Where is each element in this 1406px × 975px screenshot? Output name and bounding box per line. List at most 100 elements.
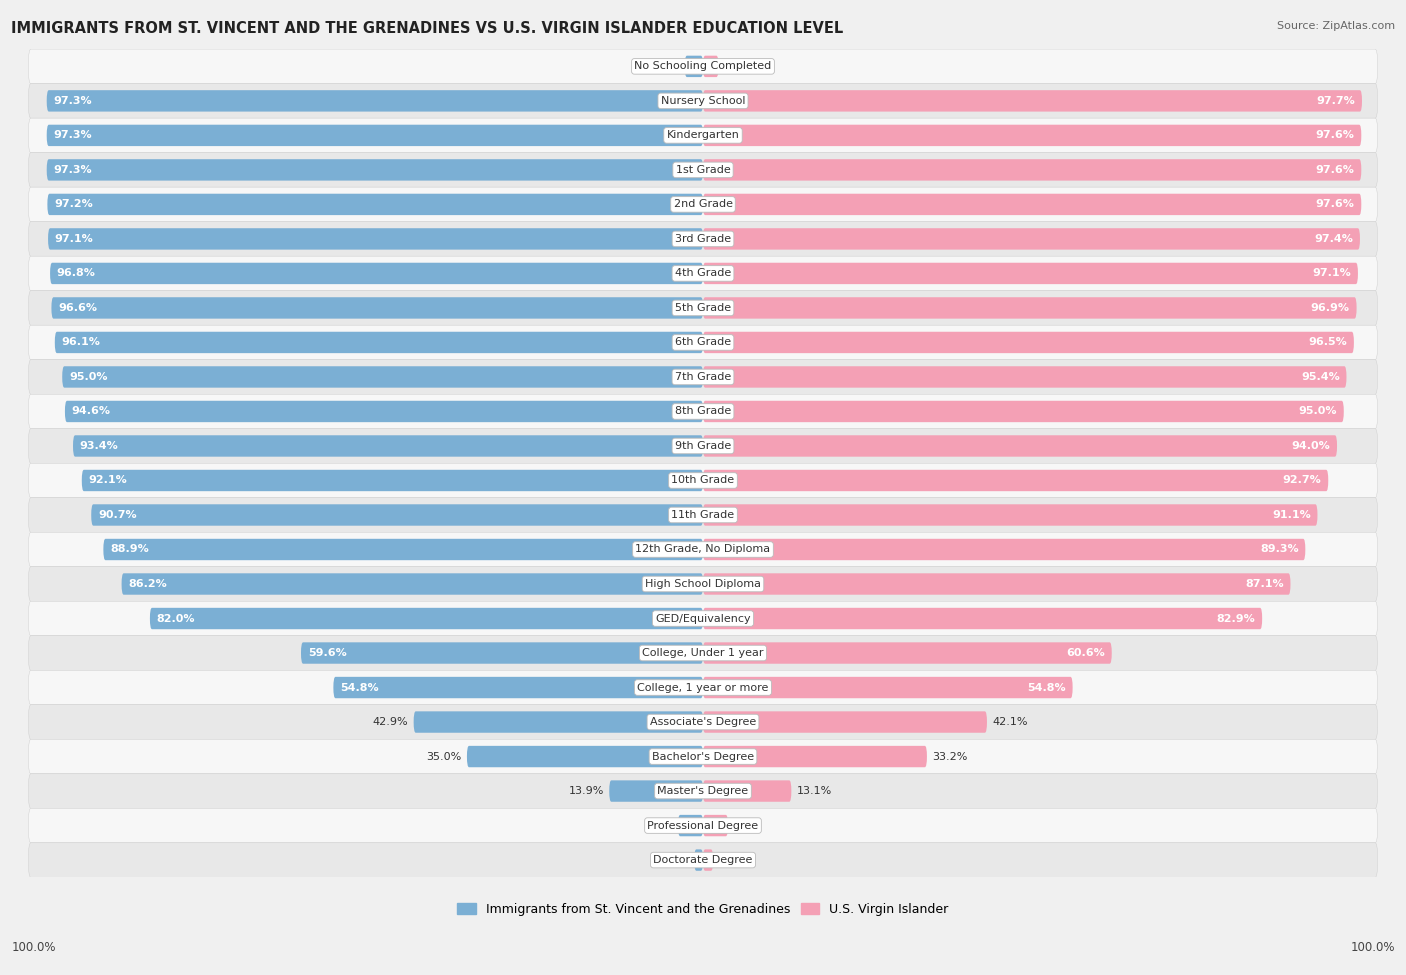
Text: 89.3%: 89.3%	[1260, 544, 1299, 555]
FancyBboxPatch shape	[703, 367, 1347, 388]
FancyBboxPatch shape	[52, 297, 703, 319]
FancyBboxPatch shape	[28, 118, 1378, 153]
Text: 3.7%: 3.7%	[734, 821, 762, 831]
FancyBboxPatch shape	[703, 228, 1360, 250]
Text: 54.8%: 54.8%	[340, 682, 378, 692]
FancyBboxPatch shape	[301, 643, 703, 664]
Text: 59.6%: 59.6%	[308, 648, 346, 658]
FancyBboxPatch shape	[28, 842, 1378, 878]
FancyBboxPatch shape	[28, 326, 1378, 360]
Text: 97.2%: 97.2%	[53, 200, 93, 210]
Text: 96.6%: 96.6%	[58, 303, 97, 313]
FancyBboxPatch shape	[104, 539, 703, 561]
Text: 42.1%: 42.1%	[993, 717, 1028, 727]
Text: 87.1%: 87.1%	[1246, 579, 1284, 589]
FancyBboxPatch shape	[703, 677, 1073, 698]
Text: Master's Degree: Master's Degree	[658, 786, 748, 796]
FancyBboxPatch shape	[28, 670, 1378, 705]
FancyBboxPatch shape	[28, 808, 1378, 842]
Text: 1.3%: 1.3%	[661, 855, 689, 865]
FancyBboxPatch shape	[65, 401, 703, 422]
FancyBboxPatch shape	[703, 470, 1329, 491]
FancyBboxPatch shape	[703, 780, 792, 801]
FancyBboxPatch shape	[703, 194, 1361, 215]
Text: 100.0%: 100.0%	[1350, 941, 1395, 954]
FancyBboxPatch shape	[28, 153, 1378, 187]
FancyBboxPatch shape	[28, 187, 1378, 221]
Text: Associate's Degree: Associate's Degree	[650, 717, 756, 727]
FancyBboxPatch shape	[703, 125, 1361, 146]
Text: 33.2%: 33.2%	[932, 752, 967, 761]
FancyBboxPatch shape	[685, 56, 703, 77]
Text: Kindergarten: Kindergarten	[666, 131, 740, 140]
FancyBboxPatch shape	[48, 228, 703, 250]
FancyBboxPatch shape	[703, 262, 1358, 284]
FancyBboxPatch shape	[28, 429, 1378, 463]
FancyBboxPatch shape	[28, 394, 1378, 429]
Text: No Schooling Completed: No Schooling Completed	[634, 61, 772, 71]
Text: 6th Grade: 6th Grade	[675, 337, 731, 347]
FancyBboxPatch shape	[46, 125, 703, 146]
Text: 88.9%: 88.9%	[110, 544, 149, 555]
FancyBboxPatch shape	[703, 643, 1112, 664]
Text: 96.9%: 96.9%	[1310, 303, 1350, 313]
FancyBboxPatch shape	[703, 159, 1361, 180]
Text: 92.7%: 92.7%	[1282, 476, 1322, 486]
Text: 9th Grade: 9th Grade	[675, 441, 731, 451]
Text: IMMIGRANTS FROM ST. VINCENT AND THE GRENADINES VS U.S. VIRGIN ISLANDER EDUCATION: IMMIGRANTS FROM ST. VINCENT AND THE GREN…	[11, 21, 844, 36]
Text: 94.0%: 94.0%	[1292, 441, 1330, 451]
Text: Source: ZipAtlas.com: Source: ZipAtlas.com	[1277, 21, 1395, 31]
Text: 10th Grade: 10th Grade	[672, 476, 734, 486]
Text: Nursery School: Nursery School	[661, 96, 745, 106]
Text: 2.7%: 2.7%	[651, 61, 679, 71]
FancyBboxPatch shape	[46, 91, 703, 111]
Text: 11th Grade: 11th Grade	[672, 510, 734, 520]
Text: 4th Grade: 4th Grade	[675, 268, 731, 279]
FancyBboxPatch shape	[28, 84, 1378, 118]
Text: 96.5%: 96.5%	[1309, 337, 1347, 347]
Text: 5th Grade: 5th Grade	[675, 303, 731, 313]
Text: 3rd Grade: 3rd Grade	[675, 234, 731, 244]
Text: 96.1%: 96.1%	[62, 337, 100, 347]
Text: GED/Equivalency: GED/Equivalency	[655, 613, 751, 624]
Text: Bachelor's Degree: Bachelor's Degree	[652, 752, 754, 761]
FancyBboxPatch shape	[703, 849, 713, 871]
FancyBboxPatch shape	[28, 602, 1378, 636]
Text: 94.6%: 94.6%	[72, 407, 111, 416]
FancyBboxPatch shape	[703, 539, 1305, 561]
FancyBboxPatch shape	[703, 56, 718, 77]
Legend: Immigrants from St. Vincent and the Grenadines, U.S. Virgin Islander: Immigrants from St. Vincent and the Gren…	[453, 898, 953, 920]
Text: 92.1%: 92.1%	[89, 476, 128, 486]
FancyBboxPatch shape	[55, 332, 703, 353]
FancyBboxPatch shape	[121, 573, 703, 595]
Text: 97.1%: 97.1%	[1312, 268, 1351, 279]
FancyBboxPatch shape	[703, 332, 1354, 353]
FancyBboxPatch shape	[28, 221, 1378, 256]
FancyBboxPatch shape	[62, 367, 703, 388]
Text: 97.3%: 97.3%	[53, 131, 91, 140]
Text: 97.1%: 97.1%	[55, 234, 94, 244]
FancyBboxPatch shape	[467, 746, 703, 767]
Text: 100.0%: 100.0%	[11, 941, 56, 954]
Text: 95.4%: 95.4%	[1301, 371, 1340, 382]
Text: 42.9%: 42.9%	[373, 717, 408, 727]
FancyBboxPatch shape	[703, 401, 1344, 422]
FancyBboxPatch shape	[703, 573, 1291, 595]
Text: 60.6%: 60.6%	[1066, 648, 1105, 658]
Text: 2.3%: 2.3%	[724, 61, 752, 71]
FancyBboxPatch shape	[48, 194, 703, 215]
Text: College, 1 year or more: College, 1 year or more	[637, 682, 769, 692]
FancyBboxPatch shape	[28, 497, 1378, 532]
FancyBboxPatch shape	[703, 815, 728, 837]
Text: College, Under 1 year: College, Under 1 year	[643, 648, 763, 658]
FancyBboxPatch shape	[82, 470, 703, 491]
FancyBboxPatch shape	[703, 435, 1337, 456]
Text: 90.7%: 90.7%	[98, 510, 136, 520]
FancyBboxPatch shape	[46, 159, 703, 180]
Text: 35.0%: 35.0%	[426, 752, 461, 761]
Text: 54.8%: 54.8%	[1028, 682, 1066, 692]
Text: 97.3%: 97.3%	[53, 165, 91, 175]
FancyBboxPatch shape	[150, 607, 703, 629]
Text: 2nd Grade: 2nd Grade	[673, 200, 733, 210]
FancyBboxPatch shape	[28, 636, 1378, 670]
